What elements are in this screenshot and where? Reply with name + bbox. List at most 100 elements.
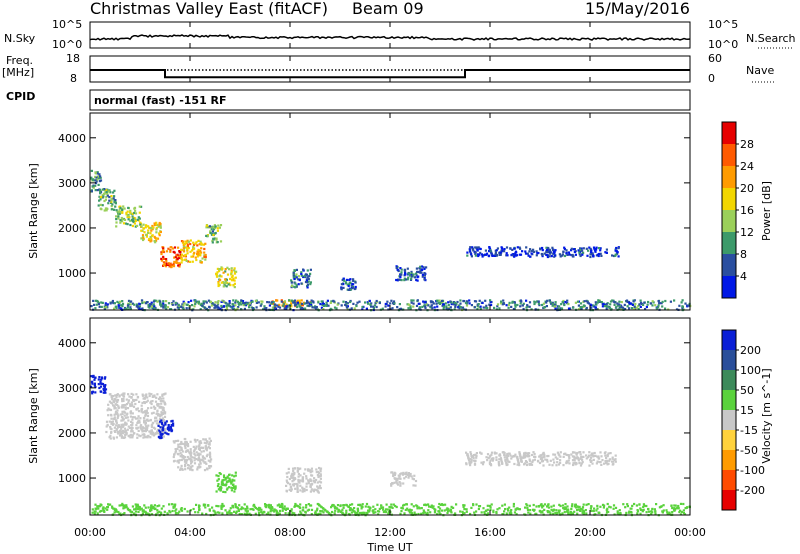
velocity-cell — [204, 447, 207, 450]
velocity-cell — [160, 397, 163, 400]
velocity-cell — [259, 507, 262, 510]
velocity-cell — [469, 512, 472, 516]
velocity-cell — [131, 436, 134, 439]
power-cell — [213, 306, 216, 309]
velocity-cell — [372, 505, 375, 508]
power-cell — [479, 247, 482, 251]
power-cell — [572, 248, 575, 251]
velocity-cell — [107, 503, 111, 506]
velocity-cell — [418, 507, 421, 510]
power-cell — [233, 286, 236, 289]
power-cell — [598, 299, 601, 303]
power-cell — [333, 300, 336, 303]
power-cell — [208, 225, 211, 228]
power-cell — [616, 302, 619, 305]
power-cell — [122, 205, 125, 208]
velocity-cell — [164, 392, 167, 395]
power-cell — [220, 275, 223, 278]
power-cell — [199, 308, 202, 311]
power-cell — [424, 305, 427, 308]
velocity-cell — [679, 513, 682, 516]
velocity-cell — [578, 509, 582, 512]
velocity-cell — [115, 396, 118, 399]
velocity-cell — [508, 452, 511, 455]
velocity-cell — [159, 433, 162, 436]
velocity-cell — [576, 512, 579, 515]
velocity-cell — [538, 509, 541, 512]
velocity-cell — [589, 459, 592, 462]
power-cell — [109, 302, 112, 305]
velocity-cell — [294, 477, 297, 480]
power-cell — [515, 251, 518, 254]
velocity-cell — [463, 512, 466, 515]
velocity-cell — [309, 490, 312, 493]
power-cell — [468, 302, 471, 305]
power-cell — [182, 250, 186, 253]
velocity-cell — [172, 455, 175, 459]
power-cell — [510, 305, 513, 308]
power-cell — [180, 248, 183, 251]
velocity-cell — [221, 502, 224, 506]
velocity-cell — [131, 416, 135, 419]
power-cell — [203, 255, 206, 258]
velocity-cell — [121, 423, 124, 426]
velocity-colorbar-tick-label: -200 — [740, 484, 765, 497]
power-cell — [484, 299, 487, 302]
velocity-cell — [480, 452, 483, 455]
velocity-cell — [361, 503, 364, 506]
velocity-cell — [601, 459, 604, 462]
power-cell — [516, 303, 519, 307]
velocity-cell — [164, 421, 167, 424]
power-cell — [510, 254, 513, 257]
power-cell — [297, 303, 300, 306]
power-cell — [110, 195, 113, 198]
velocity-cell — [495, 458, 498, 461]
power-cell — [162, 302, 165, 305]
velocity-cell — [356, 508, 360, 512]
velocity-cell — [518, 464, 521, 467]
power-cell — [184, 240, 187, 243]
power-cell — [570, 249, 573, 252]
velocity-cell — [197, 445, 200, 448]
power-cell — [416, 279, 419, 282]
velocity-cell — [180, 440, 183, 444]
velocity-cell — [181, 450, 184, 453]
velocity-cell — [594, 513, 597, 516]
velocity-cell — [590, 454, 593, 457]
velocity-cell — [552, 504, 555, 507]
power-cell — [614, 254, 617, 257]
velocity-cell — [131, 505, 134, 508]
power-cell — [189, 239, 192, 242]
velocity-cell — [305, 477, 308, 480]
power-cell — [296, 299, 299, 302]
power-colorbar-tick-label: 16 — [740, 204, 754, 217]
velocity-cell — [678, 510, 681, 514]
velocity-cell — [130, 429, 133, 432]
velocity-cell — [567, 511, 570, 514]
power-cell — [95, 176, 98, 179]
velocity-cell — [156, 430, 159, 433]
power-region-13 — [90, 299, 692, 312]
power-cell — [552, 248, 555, 251]
x-tick-label: 20:00 — [574, 526, 606, 539]
power-cell — [158, 221, 161, 225]
power-cell — [554, 249, 557, 252]
power-cell — [395, 266, 398, 269]
power-region-7 — [215, 266, 238, 289]
velocity-cell — [228, 473, 231, 477]
power-cell — [404, 272, 407, 275]
nsky-tick-top: 10^5 — [52, 18, 82, 31]
power-cell — [421, 305, 424, 308]
power-cell — [127, 218, 130, 221]
velocity-cell — [436, 513, 439, 516]
velocity-cell — [91, 382, 94, 385]
velocity-cell — [630, 510, 633, 514]
power-cell — [566, 299, 569, 302]
power-cell — [94, 184, 97, 187]
velocity-cell — [124, 403, 127, 407]
velocity-cell — [342, 504, 345, 507]
velocity-cell — [416, 505, 419, 508]
velocity-cell — [285, 484, 288, 487]
